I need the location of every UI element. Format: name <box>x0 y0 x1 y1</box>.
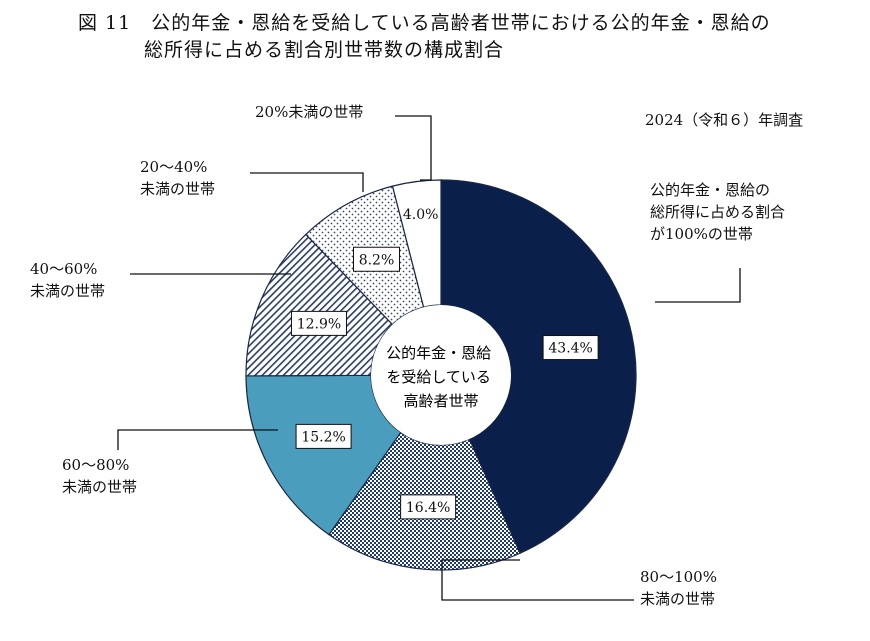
category-label-60-80: 60～80% 未満の世帯 <box>62 454 137 498</box>
value-label: 16.4% <box>406 500 450 516</box>
category-label-line: 未満の世帯 <box>140 180 216 198</box>
category-label-line: 20%未満の世帯 <box>255 103 364 121</box>
category-label-100: 公的年金・恩給の 総所得に占める割合 が100%の世帯 <box>650 179 785 245</box>
center-label-line: 公的年金・恩給 <box>386 344 491 362</box>
value-label: 4.0% <box>403 207 439 223</box>
category-label-line: 公的年金・恩給の <box>650 181 771 199</box>
center-label-line: を受給している <box>386 368 491 386</box>
value-label-box <box>352 246 400 272</box>
leader-line-under-20 <box>395 115 432 181</box>
survey-note: 2024（令和６）年調査 <box>645 111 804 129</box>
leader-line-80-100 <box>441 559 634 601</box>
value-label: 43.4% <box>548 341 592 357</box>
chart-title: 図 11 公的年金・恩給を受給している高齢者世帯における公的年金・恩給の 総所得… <box>78 10 771 64</box>
leader-line-60-80 <box>117 429 278 450</box>
chart-title-line1: 図 11 公的年金・恩給を受給している高齢者世帯における公的年金・恩給の <box>78 12 771 34</box>
category-label-40-60: 40～60% 未満の世帯 <box>30 258 105 302</box>
category-label-line: 未満の世帯 <box>640 590 716 608</box>
leader-line-20-40 <box>250 172 364 192</box>
center-label: 公的年金・恩給 を受給している 高齢者世帯 <box>386 344 496 410</box>
leader-line-100 <box>655 268 741 303</box>
donut-hole <box>371 305 511 445</box>
category-label-line: 80～100% <box>640 568 717 586</box>
category-label-line: 総所得に占める割合 <box>650 203 786 221</box>
category-label-80-100: 80～100% 未満の世帯 <box>640 566 717 610</box>
value-label-box <box>542 335 599 361</box>
value-label-box <box>295 423 352 449</box>
category-label-line: 20～40% <box>140 158 208 176</box>
category-label-line: 40～60% <box>30 260 98 278</box>
category-label-line: 未満の世帯 <box>62 478 138 496</box>
value-label: 15.2% <box>301 429 345 445</box>
value-label-box <box>290 310 347 336</box>
category-label-under-20: 20%未満の世帯 <box>255 101 363 123</box>
category-label-line: 60～80% <box>62 456 130 474</box>
value-label: 12.9% <box>297 316 341 332</box>
center-label-line: 高齢者世帯 <box>403 392 478 410</box>
value-label-box <box>400 494 457 520</box>
value-label: 8.2% <box>359 252 395 268</box>
chart-title-line2: 総所得に占める割合別世帯数の構成割合 <box>144 39 505 61</box>
category-label-20-40: 20～40% 未満の世帯 <box>140 156 215 200</box>
category-label-line: が100%の世帯 <box>650 225 753 243</box>
category-label-line: 未満の世帯 <box>30 282 106 300</box>
